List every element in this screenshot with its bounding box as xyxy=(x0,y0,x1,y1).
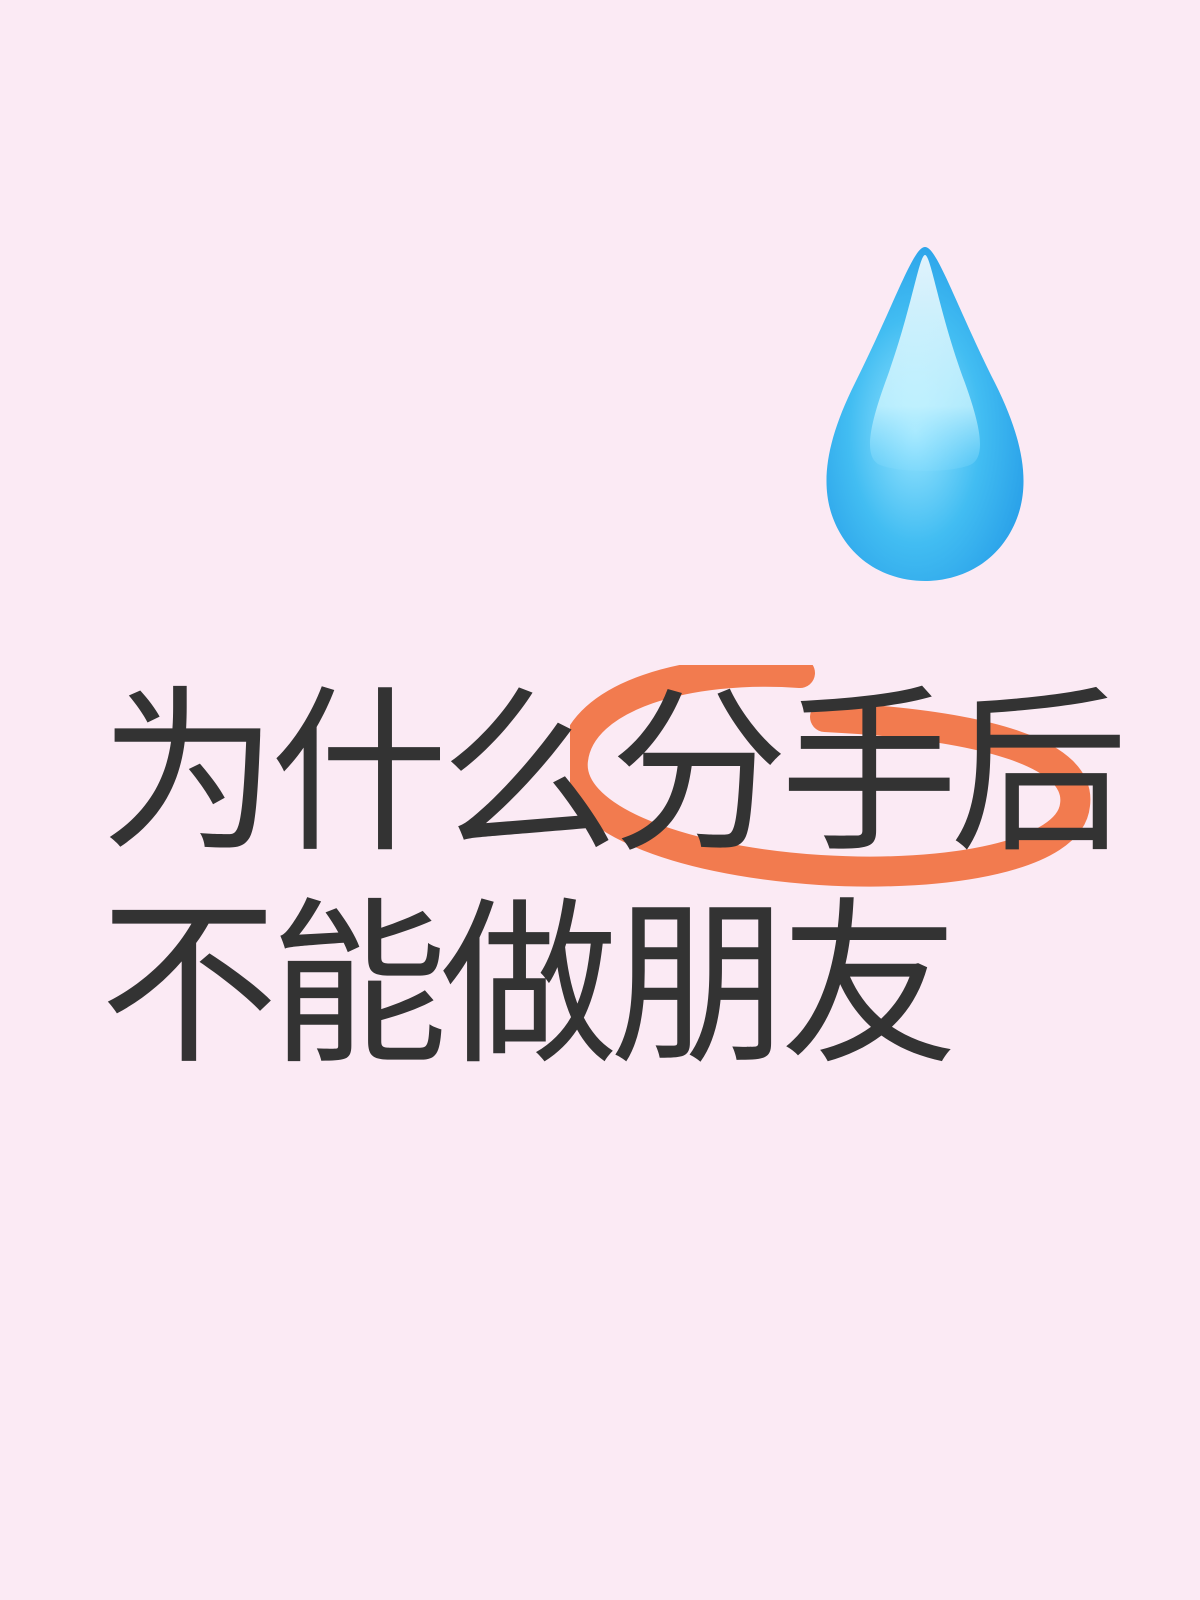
highlight-circle xyxy=(570,665,1110,905)
headline-line-1: 为什么分手后 xyxy=(100,670,1128,877)
droplet-icon xyxy=(820,243,1030,583)
headline: 为什么分手后 不能做朋友 xyxy=(100,668,1128,1092)
headline-line-2: 不能做朋友 xyxy=(100,882,958,1089)
